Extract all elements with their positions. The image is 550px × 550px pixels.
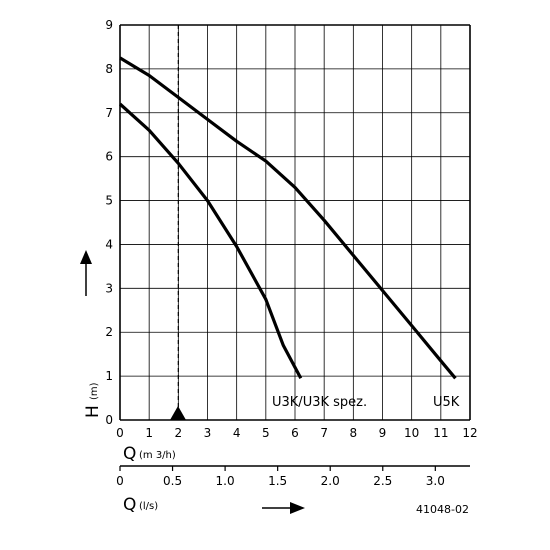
x2-tick-label: 1.0 (216, 474, 235, 488)
y-tick-label: 0 (105, 413, 113, 427)
x-tick-label: 9 (379, 426, 387, 440)
y-axis-label: H (m) (83, 382, 103, 418)
y-axis-ticks: 0 1 2 3 4 5 6 7 8 9 (105, 18, 113, 427)
x-axis-label: Q (123, 444, 136, 464)
x2-axis-unit: (l/s) (139, 501, 158, 512)
x-tick-label: 2 (175, 426, 183, 440)
operating-point-marker (170, 406, 186, 420)
x-tick-label: 6 (291, 426, 299, 440)
x-tick-label: 1 (145, 426, 153, 440)
y-tick-label: 5 (105, 194, 113, 208)
curves (118, 56, 457, 380)
x2-axis-label: Q (123, 495, 136, 515)
series-label-u5k: U5K (433, 395, 460, 410)
y-tick-label: 3 (105, 281, 113, 295)
x-tick-label: 11 (433, 426, 448, 440)
x2-tick-label: 0 (116, 474, 124, 488)
y-tick-label: 2 (105, 325, 113, 339)
y-tick-label: 8 (105, 62, 113, 76)
series-line-1 (119, 56, 457, 380)
x-tick-label: 3 (204, 426, 212, 440)
svg-text:(m): (m) (89, 382, 100, 400)
grid (119, 24, 471, 421)
y-tick-label: 4 (105, 237, 113, 251)
y-arrow-head-icon (80, 250, 92, 264)
x-axis-ticks: 0 1 2 3 4 5 6 7 8 9 10 11 12 (116, 426, 477, 440)
x2-tick-label: 0.5 (163, 474, 182, 488)
series-label-u3k: U3K/U3K spez. (272, 395, 367, 410)
x2-tick-label: 2.0 (321, 474, 340, 488)
x2-tick-label: 3.0 (426, 474, 445, 488)
x-tick-label: 4 (233, 426, 241, 440)
x-tick-label: 0 (116, 426, 124, 440)
x-tick-label: 8 (350, 426, 358, 440)
x-axis-unit: (m 3/h) (139, 450, 176, 461)
y-tick-label: 9 (105, 18, 113, 32)
svg-text:H: H (83, 405, 103, 418)
x-tick-label: 7 (320, 426, 328, 440)
x2-arrow-head-icon (290, 502, 305, 514)
x2-tick-label: 1.5 (268, 474, 287, 488)
y-tick-label: 6 (105, 150, 113, 164)
drawing-code: 41048-02 (416, 503, 469, 516)
x-tick-label: 5 (262, 426, 270, 440)
secondary-x-axis: 0 0.5 1.0 1.5 2.0 2.5 3.0 (116, 465, 470, 488)
series-line-0 (118, 102, 303, 380)
x-tick-label: 10 (404, 426, 419, 440)
x2-tick-label: 2.5 (373, 474, 392, 488)
x-tick-label: 12 (462, 426, 477, 440)
y-tick-label: 7 (105, 106, 113, 120)
y-tick-label: 1 (105, 369, 113, 383)
